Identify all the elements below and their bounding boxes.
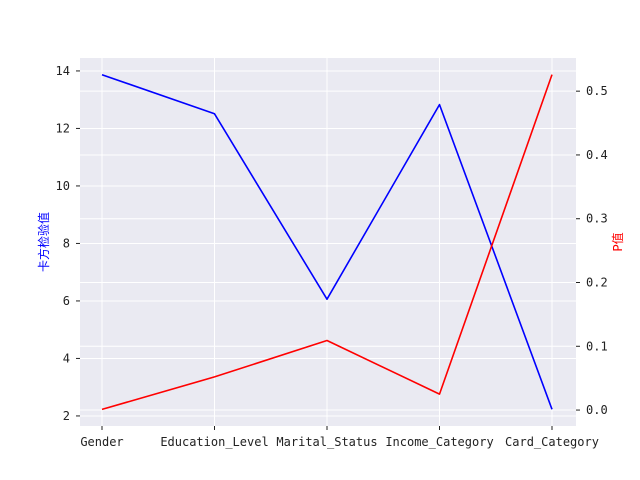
right-tick-label: 0.5 bbox=[586, 84, 608, 98]
series-line-left bbox=[101, 73, 553, 410]
right-axis-label: P值 bbox=[610, 232, 625, 251]
x-tick-label: Marital_Status bbox=[276, 435, 377, 449]
x-tick-label: Gender bbox=[80, 435, 123, 449]
right-tick-label: 0.0 bbox=[586, 403, 608, 417]
left-tick-label: 4 bbox=[63, 351, 70, 365]
left-axis-ticks: 2 4 6 8 10 12 14 bbox=[56, 64, 80, 423]
right-tick-label: 0.2 bbox=[586, 275, 608, 289]
left-tick-label: 12 bbox=[56, 121, 70, 135]
left-axis-label: 卡方检验值 bbox=[36, 212, 51, 272]
x-tick-label: Income_Category bbox=[385, 435, 493, 449]
series-lines bbox=[101, 73, 553, 411]
right-tick-label: 0.4 bbox=[586, 148, 608, 162]
right-tick-label: 0.1 bbox=[586, 339, 608, 353]
x-tick-label: Card_Category bbox=[505, 435, 599, 449]
left-tick-label: 6 bbox=[63, 294, 70, 308]
plot-background bbox=[80, 58, 576, 426]
grid bbox=[80, 58, 576, 426]
left-tick-label: 2 bbox=[63, 409, 70, 423]
x-axis-ticks: Gender Education_Level Marital_Status Incom… bbox=[80, 426, 599, 449]
x-tick-label: Education_Level bbox=[160, 435, 268, 449]
series-line-right bbox=[101, 74, 553, 411]
right-axis-ticks: 0.0 0.1 0.2 0.3 0.4 0.5 bbox=[576, 84, 608, 417]
left-tick-label: 10 bbox=[56, 179, 70, 193]
left-tick-label: 14 bbox=[56, 64, 70, 78]
right-tick-label: 0.3 bbox=[586, 212, 608, 226]
left-tick-label: 8 bbox=[63, 236, 70, 250]
